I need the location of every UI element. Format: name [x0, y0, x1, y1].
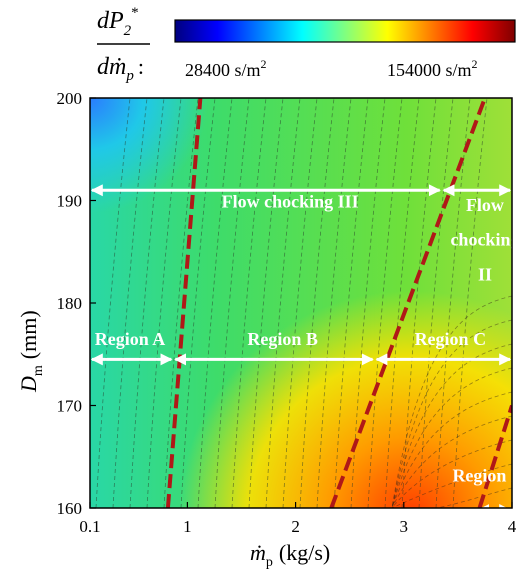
contour-line [418, 98, 454, 508]
y-tick-label: 170 [57, 397, 83, 416]
region-label: Region A [95, 329, 166, 349]
y-tick-label: 190 [57, 192, 83, 211]
region-annotations: Flow chocking III Flow chocking II Region A R… [95, 192, 520, 486]
region-label: chocking [450, 230, 519, 250]
colorbar-max-label: 154000 s/m2 [387, 57, 478, 80]
heatmap-hot-zone [90, 98, 512, 508]
contour-line [248, 98, 284, 508]
boundary-line [165, 98, 203, 508]
contour-line [146, 98, 182, 508]
contour-line [391, 415, 512, 508]
colorbar-label-numerator: dP2* [97, 5, 139, 39]
y-axis-ticks: 160 170 180 190 200 [57, 89, 96, 518]
boundary-line [477, 404, 512, 508]
x-tick-label: 3 [400, 517, 409, 536]
contour-line [299, 98, 335, 508]
contour-line [265, 98, 301, 508]
region-label: Flow [466, 195, 504, 215]
contour-line [391, 463, 512, 508]
contour-line [129, 98, 165, 508]
contour-line [391, 295, 512, 508]
x-tick-label: 1 [183, 517, 192, 536]
x-tick-label: 4 [508, 517, 517, 536]
y-tick-label: 160 [57, 499, 83, 518]
colorbar-label-denominator: dṁp: [97, 54, 144, 84]
region-label: Region D [452, 465, 520, 485]
region-label: Flow chocking III [222, 192, 359, 212]
contour-line [392, 487, 512, 508]
region-label: II [478, 264, 492, 284]
contour-line [384, 98, 420, 508]
contour-line [391, 343, 512, 508]
x-axis-label: ṁp (kg/s) [250, 540, 330, 570]
contour-line [112, 98, 148, 508]
contour-line [452, 98, 488, 508]
region-label: Region C [415, 329, 487, 349]
x-axis-ticks: 0.1 1 2 3 4 [79, 502, 517, 536]
x-tick-label: 2 [291, 517, 300, 536]
y-tick-label: 200 [57, 89, 83, 108]
y-tick-label: 180 [57, 294, 83, 313]
contour-line [391, 391, 512, 508]
plot-area: Flow chocking III Flow chocking II Region A R… [90, 98, 520, 508]
contour-line [333, 98, 369, 508]
contour-line [391, 367, 512, 508]
contour-line [231, 98, 267, 508]
boundary-line [329, 98, 487, 508]
contour-line [367, 98, 403, 508]
boundary-lines [165, 98, 512, 508]
contour-line [95, 98, 131, 508]
contour-line [316, 98, 352, 508]
contour-line [197, 98, 233, 508]
region-arrows [90, 184, 512, 508]
x-tick-label: 0.1 [79, 517, 100, 536]
contour-lines [95, 98, 512, 508]
contour-line [214, 98, 250, 508]
contour-line [282, 98, 318, 508]
y-axis-label: Dm(mm) [16, 310, 46, 393]
colorbar-min-label: 28400 s/m2 [185, 57, 267, 80]
region-label: Region B [247, 329, 318, 349]
contour-line [163, 98, 199, 508]
colorbar-gradient [174, 19, 516, 43]
contour-line [391, 319, 512, 508]
contour-line [401, 98, 437, 508]
contour-line [180, 98, 216, 508]
colorbar: dP2* dṁp: 28400 s/m2 154000 s/m2 [97, 5, 516, 84]
